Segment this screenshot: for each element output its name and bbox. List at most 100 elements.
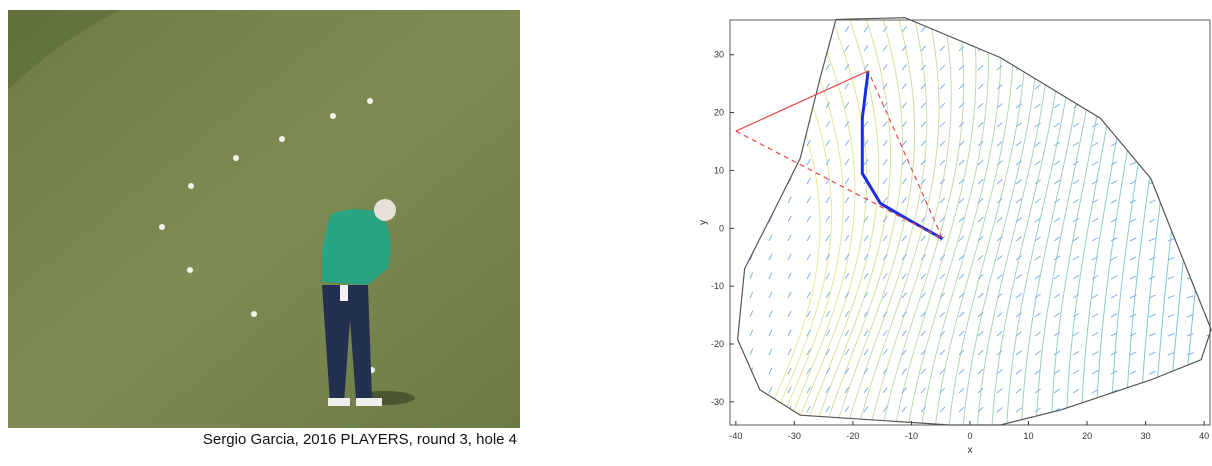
vector-arrow xyxy=(883,349,887,355)
y-tick-label: -10 xyxy=(711,281,724,291)
vector-arrow xyxy=(1168,276,1175,279)
vector-arrow xyxy=(1206,68,1212,70)
vector-arrow xyxy=(959,312,964,317)
vector-arrow xyxy=(1206,220,1212,222)
vector-arrow xyxy=(1092,295,1098,298)
vector-arrow xyxy=(1111,48,1117,51)
vector-arrow xyxy=(1073,237,1079,241)
vector-arrow xyxy=(997,407,1002,412)
vector-arrow xyxy=(1035,142,1041,146)
vector-arrow xyxy=(1168,238,1175,241)
vector-arrow xyxy=(1187,372,1194,374)
vector-arrow xyxy=(959,388,964,393)
vector-arrow xyxy=(788,349,791,355)
vector-arrow xyxy=(1206,410,1212,412)
vector-arrow xyxy=(769,102,772,108)
vector-arrow xyxy=(845,197,849,203)
vector-arrow xyxy=(769,178,772,184)
vector-arrow xyxy=(1073,47,1079,51)
vector-arrow xyxy=(750,387,753,393)
vector-arrow xyxy=(1073,389,1079,393)
vector-arrow xyxy=(978,84,983,89)
vector-arrow xyxy=(997,65,1002,70)
vector-arrow xyxy=(1092,352,1098,355)
vector-arrow xyxy=(864,349,868,355)
vector-arrow xyxy=(1073,332,1079,336)
vector-arrow xyxy=(1187,258,1194,260)
y-tick-label: -30 xyxy=(711,397,724,407)
vector-arrow xyxy=(1073,199,1079,203)
vector-arrow xyxy=(1035,351,1041,355)
vector-arrow xyxy=(1054,332,1060,336)
x-tick-label: 40 xyxy=(1199,431,1209,441)
vector-arrow xyxy=(788,140,791,146)
vector-arrow xyxy=(1187,201,1194,203)
vector-arrow xyxy=(1206,49,1212,51)
vector-arrow xyxy=(1073,256,1079,260)
vector-arrow xyxy=(1168,409,1175,412)
vector-arrow xyxy=(750,330,753,336)
vector-arrow xyxy=(1073,123,1079,127)
contour-line xyxy=(1007,20,1076,425)
vector-arrow xyxy=(978,122,983,127)
vector-arrow xyxy=(1035,104,1041,108)
vector-arrow xyxy=(902,331,906,336)
vector-arrow xyxy=(807,292,810,298)
vector-arrow xyxy=(1187,87,1194,89)
vector-arrow xyxy=(1035,256,1041,260)
vector-arrow xyxy=(826,235,830,241)
vector-arrow xyxy=(921,236,926,241)
vector-arrow xyxy=(1168,143,1175,146)
vector-arrow xyxy=(978,179,983,184)
vector-arrow xyxy=(826,216,830,222)
vector-arrow xyxy=(1054,313,1060,317)
vector-arrow xyxy=(750,216,753,222)
vector-arrow xyxy=(807,197,810,203)
vector-arrow xyxy=(1016,275,1022,279)
vector-arrow xyxy=(750,159,753,165)
vector-arrow xyxy=(1149,86,1155,89)
vector-arrow xyxy=(1187,30,1194,32)
vector-arrow xyxy=(902,179,906,184)
vector-arrow xyxy=(997,179,1002,184)
vector-arrow xyxy=(1130,276,1136,279)
vector-arrow xyxy=(1092,314,1098,317)
vector-arrow xyxy=(1187,239,1194,241)
vector-arrow xyxy=(826,197,830,203)
vector-arrow xyxy=(1149,238,1155,241)
vector-arrow xyxy=(769,140,772,146)
vector-arrow xyxy=(826,368,830,374)
vector-arrow xyxy=(1130,238,1136,241)
vector-arrow xyxy=(940,274,945,279)
vector-arrow xyxy=(940,65,945,70)
vector-arrow xyxy=(959,160,964,165)
vector-arrow xyxy=(978,369,983,374)
vector-arrow xyxy=(921,27,926,32)
contour-line xyxy=(909,20,989,425)
vector-arrow xyxy=(1054,294,1060,298)
vector-arrow xyxy=(921,369,926,374)
vector-arrow xyxy=(1168,86,1175,89)
vector-arrow xyxy=(1130,371,1136,374)
vector-arrow xyxy=(788,254,791,260)
vector-arrow xyxy=(1149,314,1155,317)
vector-arrow xyxy=(1111,86,1117,89)
vector-arrow xyxy=(1111,352,1117,355)
vector-arrow xyxy=(788,159,791,165)
vector-arrow xyxy=(1054,123,1060,127)
vector-arrow xyxy=(1016,389,1022,393)
vector-arrow xyxy=(883,64,887,70)
vector-arrow xyxy=(883,387,887,393)
vector-arrow xyxy=(1092,48,1098,51)
vector-arrow xyxy=(788,83,791,89)
vector-arrow xyxy=(978,293,983,298)
vector-arrow xyxy=(902,407,906,412)
vector-arrow xyxy=(788,197,791,203)
vector-arrow xyxy=(1168,295,1175,298)
vector-arrow xyxy=(959,274,964,279)
vector-arrow xyxy=(1168,314,1175,317)
contour-line xyxy=(935,20,1013,425)
vector-arrow xyxy=(1016,351,1022,355)
vector-arrow xyxy=(940,27,945,32)
vector-arrow xyxy=(864,121,868,127)
